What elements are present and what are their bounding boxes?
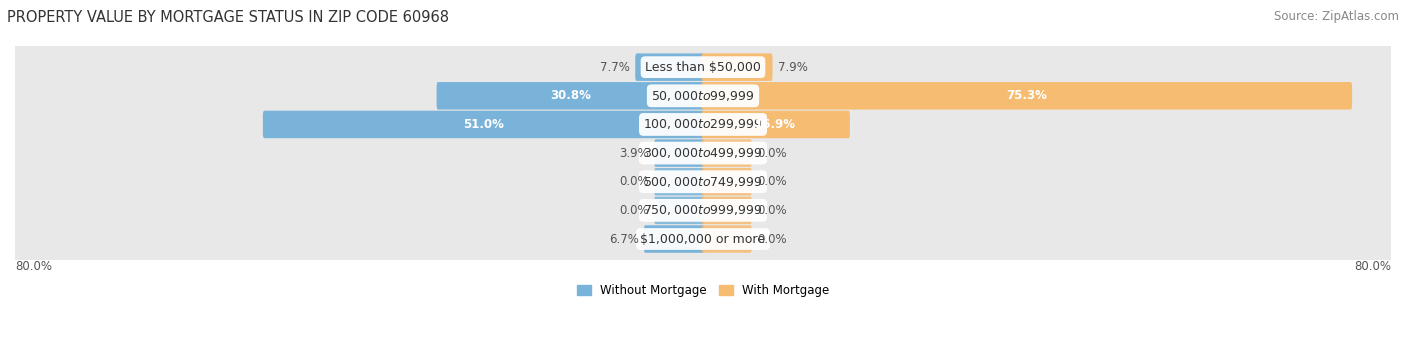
FancyBboxPatch shape <box>13 100 1393 149</box>
FancyBboxPatch shape <box>13 157 1393 206</box>
Text: Source: ZipAtlas.com: Source: ZipAtlas.com <box>1274 10 1399 23</box>
Text: Less than $50,000: Less than $50,000 <box>645 61 761 74</box>
Legend: Without Mortgage, With Mortgage: Without Mortgage, With Mortgage <box>572 279 834 302</box>
Text: $300,000 to $499,999: $300,000 to $499,999 <box>644 146 762 160</box>
Text: $100,000 to $299,999: $100,000 to $299,999 <box>644 117 762 131</box>
Text: 80.0%: 80.0% <box>15 261 52 273</box>
Text: $750,000 to $999,999: $750,000 to $999,999 <box>644 203 762 217</box>
FancyBboxPatch shape <box>654 139 704 167</box>
FancyBboxPatch shape <box>437 82 704 109</box>
FancyBboxPatch shape <box>702 225 752 253</box>
Text: 0.0%: 0.0% <box>758 147 787 160</box>
Text: 0.0%: 0.0% <box>758 204 787 217</box>
Text: 0.0%: 0.0% <box>619 175 648 188</box>
Text: 75.3%: 75.3% <box>1007 89 1047 102</box>
Text: $1,000,000 or more: $1,000,000 or more <box>641 233 765 246</box>
Text: 51.0%: 51.0% <box>463 118 505 131</box>
Text: 3.9%: 3.9% <box>619 147 648 160</box>
Text: 6.7%: 6.7% <box>609 233 638 246</box>
FancyBboxPatch shape <box>702 139 752 167</box>
Text: 80.0%: 80.0% <box>1354 261 1391 273</box>
FancyBboxPatch shape <box>702 82 1353 109</box>
FancyBboxPatch shape <box>702 197 752 224</box>
FancyBboxPatch shape <box>13 186 1393 235</box>
FancyBboxPatch shape <box>702 111 849 138</box>
Text: PROPERTY VALUE BY MORTGAGE STATUS IN ZIP CODE 60968: PROPERTY VALUE BY MORTGAGE STATUS IN ZIP… <box>7 10 449 25</box>
Text: 30.8%: 30.8% <box>550 89 591 102</box>
FancyBboxPatch shape <box>13 43 1393 92</box>
FancyBboxPatch shape <box>263 111 704 138</box>
FancyBboxPatch shape <box>654 197 704 224</box>
FancyBboxPatch shape <box>636 54 704 81</box>
FancyBboxPatch shape <box>702 54 772 81</box>
Text: 7.9%: 7.9% <box>778 61 807 74</box>
Text: 7.7%: 7.7% <box>600 61 630 74</box>
Text: 0.0%: 0.0% <box>758 175 787 188</box>
Text: $50,000 to $99,999: $50,000 to $99,999 <box>651 89 755 103</box>
Text: 0.0%: 0.0% <box>758 233 787 246</box>
FancyBboxPatch shape <box>13 129 1393 178</box>
FancyBboxPatch shape <box>13 71 1393 120</box>
FancyBboxPatch shape <box>644 225 704 253</box>
Text: 16.9%: 16.9% <box>755 118 796 131</box>
FancyBboxPatch shape <box>654 168 704 195</box>
FancyBboxPatch shape <box>702 168 752 195</box>
Text: 0.0%: 0.0% <box>619 204 648 217</box>
Text: $500,000 to $749,999: $500,000 to $749,999 <box>644 175 762 189</box>
FancyBboxPatch shape <box>13 214 1393 263</box>
